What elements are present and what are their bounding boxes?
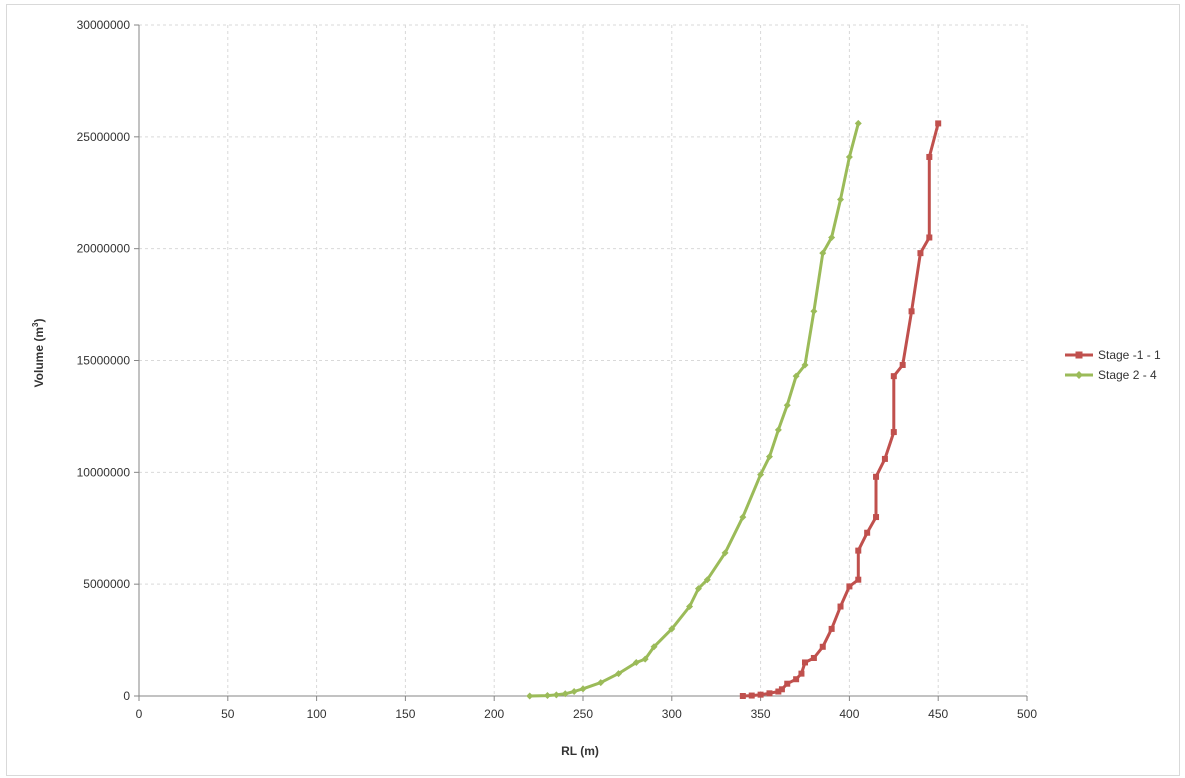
- data-point: [748, 692, 755, 699]
- data-point: [935, 120, 942, 127]
- legend-swatch-marker: [1075, 351, 1083, 359]
- x-tick-label: 450: [928, 707, 948, 721]
- data-point: [757, 691, 764, 698]
- data-point: [837, 195, 845, 203]
- y-tick-label: 25000000: [77, 130, 131, 144]
- data-point: [686, 603, 694, 611]
- y-tick-label: 15000000: [77, 354, 131, 368]
- data-point: [778, 686, 785, 693]
- y-axis-title-main: Volume (m: [32, 327, 46, 387]
- data-point: [739, 513, 747, 521]
- y-axis-title-end: ): [32, 319, 46, 323]
- grid-layer: [139, 24, 1028, 696]
- data-point: [615, 670, 623, 678]
- data-point: [792, 372, 800, 380]
- data-point: [765, 453, 773, 461]
- data-point: [819, 249, 827, 257]
- data-point: [641, 655, 649, 663]
- data-point: [864, 529, 871, 536]
- data-point: [526, 692, 534, 700]
- y-axis-title: Volume (m3): [31, 319, 46, 388]
- data-point: [845, 153, 853, 161]
- legend-item-0: Stage -1 - 1: [1065, 348, 1161, 362]
- y-tick-label: 5000000: [83, 577, 130, 591]
- data-point: [837, 603, 844, 610]
- legend-swatch-marker: [1075, 371, 1083, 379]
- data-point: [881, 455, 888, 462]
- data-point: [570, 688, 578, 696]
- data-point: [650, 643, 658, 651]
- data-point: [784, 680, 791, 687]
- data-point: [597, 679, 605, 687]
- axes-layer: 0 5000000 10000000 15000000 20000000 25000000…: [77, 18, 1038, 721]
- data-point: [926, 234, 933, 241]
- series-1: [526, 119, 862, 700]
- data-point: [873, 473, 880, 480]
- data-point: [579, 685, 587, 693]
- data-point: [668, 625, 676, 633]
- data-point: [828, 233, 836, 241]
- data-point: [703, 576, 711, 584]
- x-tick-label: 400: [839, 707, 859, 721]
- x-tick-label: 250: [573, 707, 593, 721]
- x-tick-label: 0: [136, 707, 143, 721]
- chart-frame: 0 5000000 10000000 15000000 20000000 25000000…: [6, 4, 1180, 776]
- x-tick-label: 150: [395, 707, 415, 721]
- data-point: [783, 401, 791, 409]
- data-point: [908, 308, 915, 315]
- data-point: [775, 688, 782, 695]
- data-point: [739, 693, 746, 699]
- data-point: [793, 676, 800, 683]
- data-point: [899, 361, 906, 368]
- series-line: [529, 123, 860, 698]
- y-axis-title-superscript: 3: [31, 322, 40, 327]
- series-line: [742, 123, 940, 698]
- legend-item-1: Stage 2 - 4: [1065, 368, 1157, 382]
- x-axis-title: RL (m): [561, 744, 599, 758]
- data-point: [828, 625, 835, 632]
- legend-layer: Stage -1 - 1 Stage 2 - 4: [1065, 348, 1161, 382]
- y-tick-label: 30000000: [77, 18, 131, 32]
- chart-svg: 0 5000000 10000000 15000000 20000000 25000000…: [31, 18, 1161, 758]
- data-point: [774, 426, 782, 434]
- data-point: [890, 429, 897, 436]
- data-point: [561, 690, 569, 698]
- data-point: [801, 361, 809, 369]
- data-point: [873, 514, 880, 521]
- data-point: [632, 658, 640, 666]
- data-point: [890, 373, 897, 380]
- legend-label: Stage -1 - 1: [1098, 348, 1161, 362]
- x-tick-label: 100: [307, 707, 327, 721]
- legend-label: Stage 2 - 4: [1098, 368, 1157, 382]
- x-tick-label: 200: [484, 707, 504, 721]
- data-point: [926, 153, 933, 160]
- data-point: [543, 692, 551, 700]
- x-tick-label: 300: [662, 707, 682, 721]
- data-point: [757, 471, 765, 479]
- series-layer: [526, 119, 942, 700]
- x-tick-label: 500: [1017, 707, 1037, 721]
- y-tick-label: 20000000: [77, 242, 131, 256]
- series-0: [739, 120, 942, 699]
- data-point: [766, 690, 773, 697]
- data-point: [721, 549, 729, 557]
- data-point: [819, 643, 826, 650]
- x-tick-label: 50: [221, 707, 235, 721]
- data-point: [694, 585, 702, 593]
- data-point: [854, 119, 862, 127]
- y-tick-label: 10000000: [77, 465, 131, 479]
- data-point: [846, 583, 853, 590]
- data-point: [798, 670, 805, 677]
- data-point: [855, 547, 862, 554]
- x-tick-label: 350: [751, 707, 771, 721]
- data-point: [917, 250, 924, 257]
- data-point: [810, 654, 817, 661]
- y-tick-label: 0: [123, 689, 130, 703]
- data-point: [855, 576, 862, 583]
- data-point: [802, 659, 808, 666]
- data-point: [552, 691, 560, 699]
- data-point: [810, 307, 818, 315]
